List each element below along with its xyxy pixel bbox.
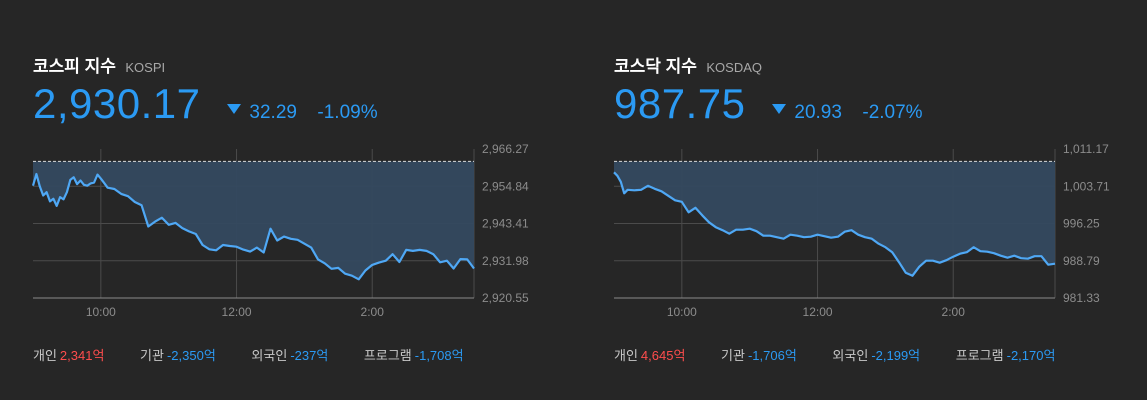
y-tick-label: 996.25	[1063, 217, 1100, 231]
flow-value: -1,708억	[414, 348, 464, 363]
flow-label: 개인	[614, 348, 638, 363]
kosdaq-panel: 코스닥 지수 KOSDAQ 987.75 20.93 -2.07% 1,011.…	[613, 0, 1147, 400]
flow-program: 프로그램 -2,170억	[956, 345, 1056, 364]
y-tick-label: 1,011.17	[1063, 142, 1109, 156]
series-line	[613, 171, 1056, 277]
y-tick-label: 2,954.84	[482, 179, 529, 193]
kosdaq-investor-flows: 개인 4,645억 기관 -1,706억 외국인 -2,199억 프로그램 -2,170…	[614, 345, 1087, 364]
y-tick-label: 2,931.98	[482, 254, 529, 268]
index-change-percent: -1.09%	[317, 102, 378, 123]
flow-value: -2,350억	[166, 348, 216, 363]
kospi-panel: 코스피 지수 KOSPI 2,930.17 32.29 -1.09% 2,966…	[31, 0, 573, 400]
x-tick-label: 2:00	[942, 305, 966, 319]
index-price: 2,930.17	[33, 80, 201, 127]
kospi-investor-flows: 개인 2,341억 기관 -2,350억 외국인 -237억 프로그램 -1,708억	[33, 345, 496, 364]
series-line	[31, 172, 475, 281]
flow-label: 외국인	[832, 348, 869, 363]
flow-label: 기관	[721, 348, 745, 363]
flow-individual: 개인 2,341억	[33, 345, 104, 364]
index-change-percent: -2.07%	[862, 102, 923, 123]
kospi-header: 코스피 지수 KOSPI	[33, 52, 165, 77]
kospi-chart: 2,966.27 2,954.84 2,943.41 2,931.98 2,920.55…	[31, 142, 529, 319]
area-fill	[33, 161, 474, 280]
flow-foreign: 외국인 -237억	[251, 345, 328, 364]
flow-value: 4,645억	[640, 348, 686, 363]
flow-value: 2,341억	[59, 348, 105, 363]
flow-foreign: 외국인 -2,199억	[832, 345, 920, 364]
flow-value: -2,170억	[1006, 348, 1056, 363]
down-triangle-icon	[226, 104, 241, 114]
y-tick-label: 981.33	[1063, 291, 1100, 305]
index-code: KOSPI	[125, 60, 166, 75]
index-change: 32.29	[249, 102, 297, 123]
x-tick-label: 10:00	[667, 305, 697, 319]
x-tick-label: 12:00	[803, 305, 833, 319]
kosdaq-chart: 1,011.17 1,003.71 996.25 988.79 981.33 10:00 1…	[613, 142, 1110, 319]
y-tick-label: 2,920.55	[482, 291, 529, 305]
index-change: 20.93	[794, 102, 842, 123]
flow-institution: 기관 -2,350억	[140, 345, 216, 364]
flow-label: 프로그램	[363, 348, 412, 363]
y-tick-label: 988.79	[1063, 254, 1100, 268]
x-tick-label: 12:00	[222, 305, 252, 319]
x-tick-label: 10:00	[86, 305, 116, 319]
flow-label: 프로그램	[955, 348, 1004, 363]
index-code: KOSDAQ	[706, 60, 763, 75]
flow-label: 기관	[140, 348, 164, 363]
kosdaq-header: 코스닥 지수 KOSDAQ	[614, 52, 762, 77]
down-triangle-icon	[771, 104, 786, 114]
flow-value: -1,706억	[747, 348, 797, 363]
flow-individual: 개인 4,645억	[614, 345, 685, 364]
area-fill	[614, 161, 1055, 276]
flow-label: 외국인	[251, 348, 288, 363]
kospi-price-row: 2,930.17 32.29 -1.09%	[33, 80, 378, 128]
y-tick-label: 2,966.27	[482, 142, 529, 156]
x-tick-label: 2:00	[361, 305, 385, 319]
flow-label: 개인	[33, 348, 57, 363]
kosdaq-price-row: 987.75 20.93 -2.07%	[614, 80, 923, 128]
y-tick-label: 1,003.71	[1063, 179, 1110, 193]
index-price: 987.75	[614, 80, 746, 127]
flow-program: 프로그램 -1,708억	[364, 345, 464, 364]
y-tick-label: 2,943.41	[482, 217, 529, 231]
flow-institution: 기관 -1,706억	[721, 345, 797, 364]
flow-value: -2,199억	[871, 348, 921, 363]
flow-value: -237억	[290, 348, 329, 363]
index-name: 코스닥 지수	[614, 57, 697, 76]
index-name: 코스피 지수	[33, 57, 116, 76]
